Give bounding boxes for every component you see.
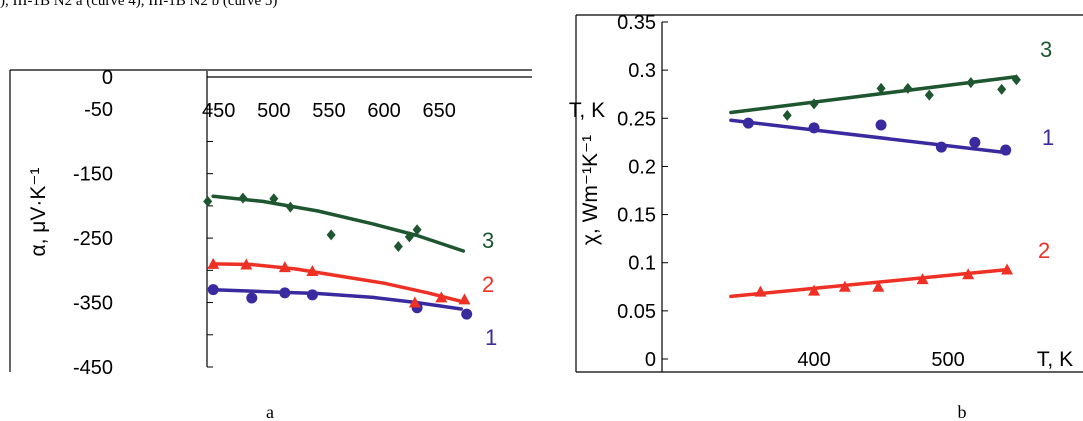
y-tick-label: -250 xyxy=(73,228,113,250)
series-2-point xyxy=(1001,263,1014,275)
series-2-point xyxy=(408,296,421,308)
series-1-point xyxy=(875,119,887,131)
series-3-point xyxy=(876,82,886,94)
series-2-label: 2 xyxy=(1038,238,1050,263)
series-3-label: 3 xyxy=(1040,37,1052,62)
series-1-point xyxy=(969,136,981,148)
series-3-point xyxy=(997,83,1007,95)
series-2-line xyxy=(211,262,466,304)
x-axis-label: T, K xyxy=(1037,348,1073,371)
series-3-line xyxy=(211,194,466,253)
y-tick-label: -50 xyxy=(84,99,113,121)
series-3-point xyxy=(1011,74,1021,86)
y-tick-label: 0.1 xyxy=(628,253,656,275)
y-tick-label: -450 xyxy=(73,357,113,379)
series-3-point xyxy=(782,109,792,121)
y-tick-label: -350 xyxy=(73,293,113,315)
series-2-point xyxy=(916,273,929,285)
series-2-point xyxy=(458,293,471,305)
chart-panel-a: 0 -50 -150 -250 -350 -450 450 500 550 600 650 T, K α… xyxy=(9,67,605,421)
x-tick-label: 600 xyxy=(367,100,400,122)
series-1-label: 1 xyxy=(485,325,497,350)
chart-panel-b: 0.35 0.3 0.25 0.2 0.15 0.1 0.05 0 400 500 T, K χ, W… xyxy=(575,12,1083,421)
series-2-point xyxy=(207,257,220,269)
series-1-point xyxy=(279,287,291,299)
y-tick-label: -150 xyxy=(73,164,113,186)
series-3-point xyxy=(285,201,295,213)
series-1-line xyxy=(729,118,1011,155)
y-tick-label: 0.15 xyxy=(617,205,656,227)
figure-caption: ), III-1B N2 a (curve 4), III-1B N2 b (c… xyxy=(0,0,278,9)
y-tick-label: 0.3 xyxy=(628,60,656,82)
series-2-point xyxy=(306,264,319,276)
series-1-point xyxy=(742,117,754,129)
series-2-point xyxy=(240,258,253,270)
series-1-point xyxy=(246,292,258,304)
series-1-point xyxy=(306,289,318,301)
y-tick-label: 0.25 xyxy=(617,108,656,130)
y-tick-label: 0.2 xyxy=(628,156,656,178)
series-2-point xyxy=(838,280,851,292)
series-1-line xyxy=(211,287,463,311)
y-tick-label: 0 xyxy=(645,349,656,371)
x-tick-label: 550 xyxy=(312,100,345,122)
series-3-label: 3 xyxy=(482,228,494,253)
series-3-point xyxy=(238,192,248,204)
series-2-label: 2 xyxy=(482,272,494,297)
series-2-point xyxy=(435,291,448,303)
series-3-point xyxy=(393,240,403,252)
series-3-point xyxy=(809,98,819,110)
y-axis-label: α, μV·K⁻¹ xyxy=(27,167,50,256)
series-2-point xyxy=(962,268,975,280)
y-tick-label: 0.05 xyxy=(617,301,656,323)
y-tick-label: 0.35 xyxy=(617,12,656,34)
panel-label-b: b xyxy=(958,402,967,421)
series-3-point xyxy=(966,77,976,89)
series-1-point xyxy=(207,284,219,296)
x-axis-label: T, K xyxy=(569,99,605,122)
series-1-point xyxy=(935,141,947,153)
series-1-point xyxy=(1000,144,1012,156)
series-3-point xyxy=(404,231,414,243)
y-axis-label: χ, Wm⁻¹K⁻¹ xyxy=(579,135,602,245)
series-2-line xyxy=(729,267,1011,299)
series-3-point xyxy=(326,229,336,241)
series-3-point xyxy=(924,89,934,101)
series-2-point xyxy=(808,284,821,296)
x-tick-label: 500 xyxy=(257,100,290,122)
x-tick-label: 650 xyxy=(422,100,455,122)
series-2-point xyxy=(754,285,767,297)
panel-label-a: a xyxy=(266,402,274,421)
series-1-label: 1 xyxy=(1042,125,1054,150)
series-3-point xyxy=(412,224,422,236)
series-3-point xyxy=(903,82,913,94)
x-tick-label: 500 xyxy=(931,349,964,371)
series-3-point xyxy=(203,195,213,207)
series-1-point xyxy=(808,122,820,134)
series-1-point xyxy=(461,308,473,320)
x-tick-label: 450 xyxy=(202,100,235,122)
x-tick-label: 400 xyxy=(797,349,830,371)
series-2-point xyxy=(278,261,291,273)
series-2-point xyxy=(872,280,885,292)
y-tick-label: 0 xyxy=(102,67,113,89)
series-3-point xyxy=(269,193,279,205)
